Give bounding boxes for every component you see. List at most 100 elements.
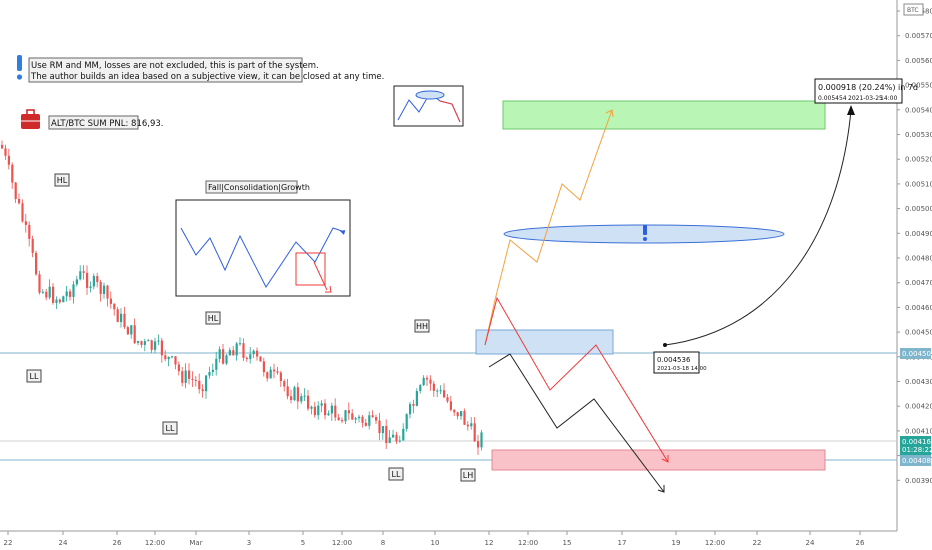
candle-body bbox=[150, 340, 153, 350]
candle-body bbox=[262, 361, 265, 373]
candle-body bbox=[167, 356, 170, 360]
x-tick-label: 17 bbox=[618, 539, 627, 547]
mini-ellipse bbox=[415, 90, 445, 100]
candle-body bbox=[320, 403, 323, 406]
candle-body bbox=[327, 413, 330, 416]
candle-body bbox=[358, 416, 361, 419]
current-price-badge bbox=[900, 436, 931, 455]
pair-badge bbox=[903, 3, 924, 16]
candle-body bbox=[300, 396, 303, 402]
info-marker-icon bbox=[17, 55, 22, 71]
x-tick-label: 24 bbox=[59, 539, 68, 547]
candle-body bbox=[460, 411, 463, 417]
x-tick-label: 19 bbox=[672, 539, 681, 547]
x-tick-label: 8 bbox=[381, 539, 385, 547]
candle-body bbox=[273, 369, 276, 372]
candle-body bbox=[463, 411, 466, 425]
candle-body bbox=[120, 313, 123, 323]
candle-body bbox=[256, 350, 259, 357]
candle-body bbox=[402, 428, 405, 441]
x-tick-label: 12:00 bbox=[705, 539, 725, 547]
candle-body bbox=[38, 274, 41, 293]
candle-body bbox=[177, 364, 180, 372]
candle-body bbox=[381, 426, 384, 434]
candle-body bbox=[106, 285, 109, 299]
candle-body bbox=[398, 440, 401, 442]
candle-body bbox=[133, 325, 136, 343]
measure-start-date: 2021-03-18 14:00 bbox=[657, 366, 707, 372]
pivot-label-box bbox=[414, 319, 430, 333]
candle-body bbox=[439, 390, 442, 392]
candle-body bbox=[99, 282, 102, 294]
measure-end-time: 14:00 bbox=[880, 95, 897, 102]
candle-body bbox=[477, 441, 480, 448]
candle-body bbox=[4, 148, 7, 156]
pattern-highlight-box bbox=[295, 252, 326, 286]
pivot-label: HL bbox=[57, 176, 68, 185]
pnl-note: ALT/BTC SUM PNL: 816,93. bbox=[21, 109, 163, 130]
arrow-head-black-icon bbox=[657, 485, 665, 493]
candle-body bbox=[14, 182, 17, 199]
candle-body bbox=[58, 299, 61, 303]
candle-body bbox=[48, 286, 51, 298]
candle-body bbox=[432, 383, 435, 391]
candle-body bbox=[415, 391, 418, 406]
candle-body bbox=[65, 291, 68, 297]
entry-zone-blue bbox=[475, 329, 614, 355]
pivot-label: LL bbox=[30, 372, 39, 381]
candle-body bbox=[154, 341, 157, 350]
candle-body bbox=[364, 422, 367, 426]
candle-body bbox=[239, 343, 242, 345]
candle-body bbox=[201, 389, 204, 392]
pattern-frame bbox=[175, 199, 351, 297]
lower-level-badge bbox=[900, 455, 931, 466]
pattern-title: Fall|Consolidation|Growth bbox=[208, 183, 310, 192]
measure-curve bbox=[664, 109, 852, 346]
candle-body bbox=[409, 404, 412, 415]
candle-body bbox=[344, 410, 347, 422]
candle-body bbox=[303, 395, 306, 397]
lower-level-value: 0.004085 bbox=[902, 457, 932, 465]
candle-body bbox=[140, 341, 143, 345]
pivot-label: LL bbox=[166, 424, 175, 433]
upper-level-badge bbox=[900, 348, 931, 359]
candle-body bbox=[480, 432, 483, 448]
candle-body bbox=[86, 272, 89, 288]
pattern-title-box bbox=[205, 180, 298, 194]
info-marker-dot-icon bbox=[16, 74, 23, 80]
candle-body bbox=[62, 296, 65, 303]
candle-body bbox=[456, 412, 459, 417]
pivot-label: LH bbox=[463, 471, 473, 480]
candle-body bbox=[130, 325, 133, 335]
candle-body bbox=[116, 309, 119, 323]
arrow-head-red-icon bbox=[661, 455, 669, 463]
candlestick-series bbox=[1, 140, 483, 455]
candle-body bbox=[286, 386, 289, 397]
x-tick-label: 22 bbox=[753, 539, 762, 547]
candle-body bbox=[1, 145, 4, 149]
candle-body bbox=[215, 358, 218, 370]
candle-body bbox=[123, 313, 126, 328]
pattern-line-blue bbox=[180, 227, 346, 288]
candle-body bbox=[412, 404, 415, 406]
candle-body bbox=[113, 303, 116, 310]
candle-body bbox=[395, 434, 398, 442]
candle-body bbox=[103, 285, 106, 294]
candle-body bbox=[28, 224, 31, 239]
candle-body bbox=[347, 410, 350, 414]
candle-body bbox=[7, 155, 10, 165]
candle-body bbox=[232, 350, 235, 356]
candle-body bbox=[160, 340, 163, 356]
candle-body bbox=[317, 405, 320, 416]
candle-body bbox=[31, 238, 34, 253]
pattern-arrow-red-icon bbox=[325, 285, 332, 293]
candle-body bbox=[453, 409, 456, 413]
candle-body bbox=[235, 343, 238, 356]
candle-body bbox=[45, 291, 48, 298]
measure-arrow-icon bbox=[847, 105, 855, 115]
